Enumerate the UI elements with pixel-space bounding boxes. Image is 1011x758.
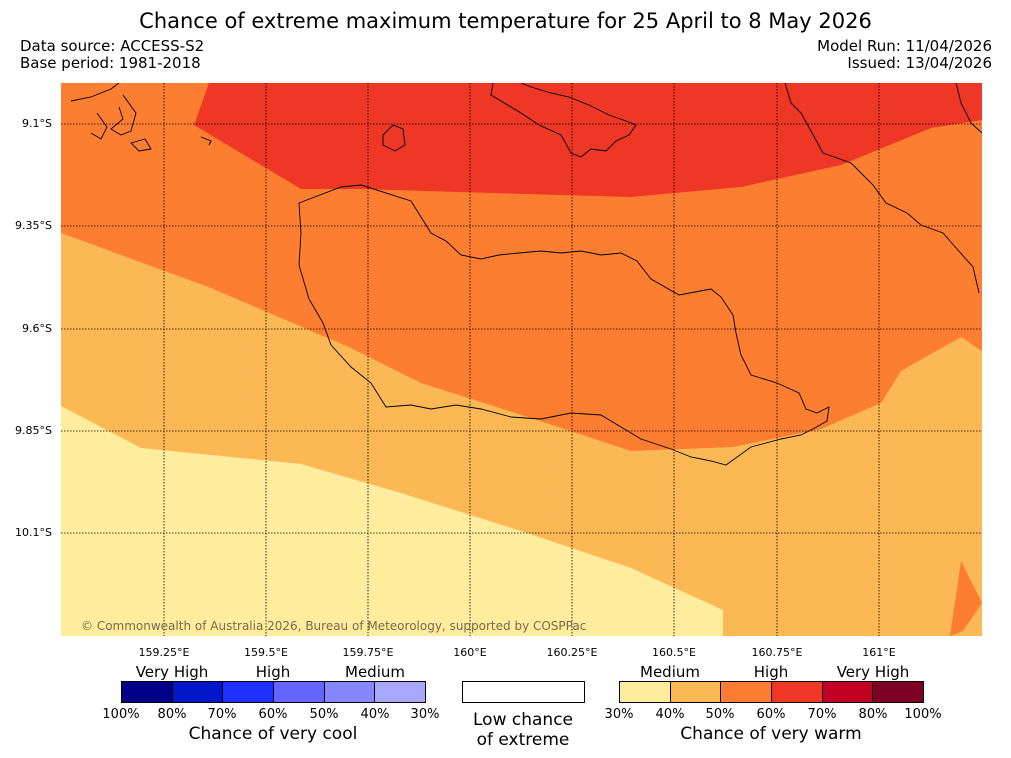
- warm-swatch-6: [873, 682, 924, 702]
- lon-label-5: 160.25°E: [546, 646, 598, 659]
- lon-label-1: 159.25°E: [138, 646, 190, 659]
- warm-swatch-3: [721, 682, 773, 702]
- base-period: Base period: 1981-2018: [20, 54, 201, 72]
- warm-pct-6: 80%: [858, 707, 888, 722]
- copyright-notice: © Commonwealth of Australia 2026, Bureau…: [81, 619, 587, 633]
- neutral-swatch: [462, 681, 585, 703]
- warm-pct-1: 30%: [604, 707, 634, 722]
- cool-swatch-5: [324, 682, 376, 702]
- lat-label-3: 9.6°S: [22, 322, 52, 335]
- map-svg: [61, 83, 982, 636]
- neutral-caption-line1: Low chance: [473, 710, 573, 730]
- coastlines: [70, 83, 982, 466]
- warm-category-high: High: [753, 663, 789, 681]
- neutral-caption: Low chance of extreme: [473, 710, 573, 750]
- cool-pct-1: 100%: [102, 707, 140, 722]
- warm-pct-7: 100%: [904, 707, 942, 722]
- cool-swatch-2: [172, 682, 224, 702]
- zone-60-70: [194, 83, 982, 197]
- cool-pct-5: 50%: [309, 707, 339, 722]
- lon-label-4: 160°E: [453, 646, 487, 659]
- warm-category-very-high: Very High: [836, 663, 910, 681]
- cool-pct-6: 40%: [360, 707, 390, 722]
- model-run: Model Run: 11/04/2026: [817, 37, 992, 55]
- lon-label-8: 161°E: [862, 646, 896, 659]
- neutral-caption-line2: of extreme: [476, 730, 570, 750]
- issued-date: Issued: 13/04/2026: [847, 54, 992, 72]
- warm-pct-2: 40%: [655, 707, 685, 722]
- lon-label-6: 160.5°E: [652, 646, 696, 659]
- chart-title: Chance of extreme maximum temperature fo…: [139, 9, 872, 33]
- lat-label-5: 10.1°S: [15, 526, 52, 539]
- warm-pct-4: 60%: [756, 707, 786, 722]
- cool-colorbar: [121, 681, 426, 703]
- cool-category-high: High: [255, 663, 291, 681]
- zone-50-60-patch: [950, 561, 982, 636]
- lon-label-2: 159.5°E: [244, 646, 288, 659]
- warm-caption: Chance of very warm: [680, 724, 862, 744]
- warm-pct-3: 50%: [705, 707, 735, 722]
- cool-swatch-1: [122, 682, 173, 702]
- lat-label-1: 9.1°S: [22, 117, 52, 130]
- cool-swatch-3: [223, 682, 275, 702]
- lat-label-2: 9.35°S: [15, 219, 52, 232]
- cool-swatch-6: [375, 682, 426, 702]
- data-source: Data source: ACCESS-S2: [20, 37, 205, 55]
- lon-label-7: 160.75°E: [751, 646, 803, 659]
- warm-swatch-1: [620, 682, 671, 702]
- cool-swatch-4: [274, 682, 325, 702]
- russell-islands-coast: [70, 83, 212, 152]
- cool-pct-7: 30%: [410, 707, 440, 722]
- warm-swatch-5: [822, 682, 874, 702]
- savo-island: [382, 124, 406, 152]
- warm-swatch-2: [670, 682, 722, 702]
- metadata-left: Data source: ACCESS-S2 Base period: 1981…: [20, 38, 204, 72]
- warm-category-medium: Medium: [640, 663, 700, 681]
- cool-pct-2: 80%: [157, 707, 187, 722]
- metadata-right: Model Run: 11/04/2026 Issued: 13/04/2026: [817, 38, 992, 72]
- lon-label-3: 159.75°E: [342, 646, 394, 659]
- cool-caption: Chance of very cool: [188, 724, 358, 744]
- graticule: [61, 83, 982, 636]
- cool-pct-4: 60%: [258, 707, 288, 722]
- forecast-map[interactable]: [61, 83, 982, 636]
- warm-pct-5: 70%: [807, 707, 837, 722]
- guadalcanal-coast: [298, 184, 830, 466]
- cool-category-medium: Medium: [345, 663, 405, 681]
- warm-colorbar: [619, 681, 924, 703]
- cool-pct-3: 70%: [207, 707, 237, 722]
- florida-islands-coast: [490, 83, 637, 158]
- cool-category-very-high: Very High: [135, 663, 209, 681]
- warm-swatch-4: [772, 682, 823, 702]
- malaita-coast: [784, 83, 982, 294]
- lat-label-4: 9.85°S: [15, 424, 52, 437]
